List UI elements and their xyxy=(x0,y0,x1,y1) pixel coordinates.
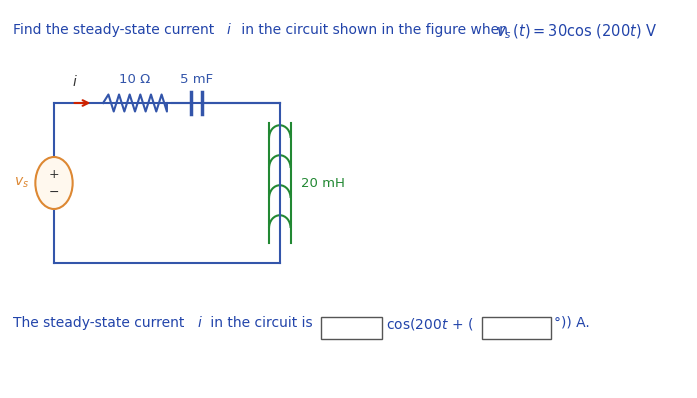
Ellipse shape xyxy=(36,157,72,209)
Text: 20 mH: 20 mH xyxy=(301,176,345,189)
Text: i: i xyxy=(227,23,231,37)
Text: i: i xyxy=(197,316,201,330)
Text: $v_s$: $v_s$ xyxy=(14,176,29,190)
Text: 5 mF: 5 mF xyxy=(180,73,213,86)
Text: Find the steady-state current: Find the steady-state current xyxy=(13,23,218,37)
FancyBboxPatch shape xyxy=(482,317,551,339)
Text: 10 Ω: 10 Ω xyxy=(119,73,151,86)
Text: +: + xyxy=(49,168,59,181)
FancyBboxPatch shape xyxy=(321,317,382,339)
Text: −: − xyxy=(49,185,59,199)
Text: °)) A.: °)) A. xyxy=(553,316,590,330)
Text: cos(200$t$ + (: cos(200$t$ + ( xyxy=(386,316,473,332)
Text: in the circuit shown in the figure when: in the circuit shown in the figure when xyxy=(236,23,516,37)
Text: i: i xyxy=(72,75,77,89)
Text: The steady-state current: The steady-state current xyxy=(13,316,188,330)
Text: in the circuit is: in the circuit is xyxy=(206,316,317,330)
Text: $v_s\,(t) = 30\cos\,(200t)$ V: $v_s\,(t) = 30\cos\,(200t)$ V xyxy=(496,23,657,41)
